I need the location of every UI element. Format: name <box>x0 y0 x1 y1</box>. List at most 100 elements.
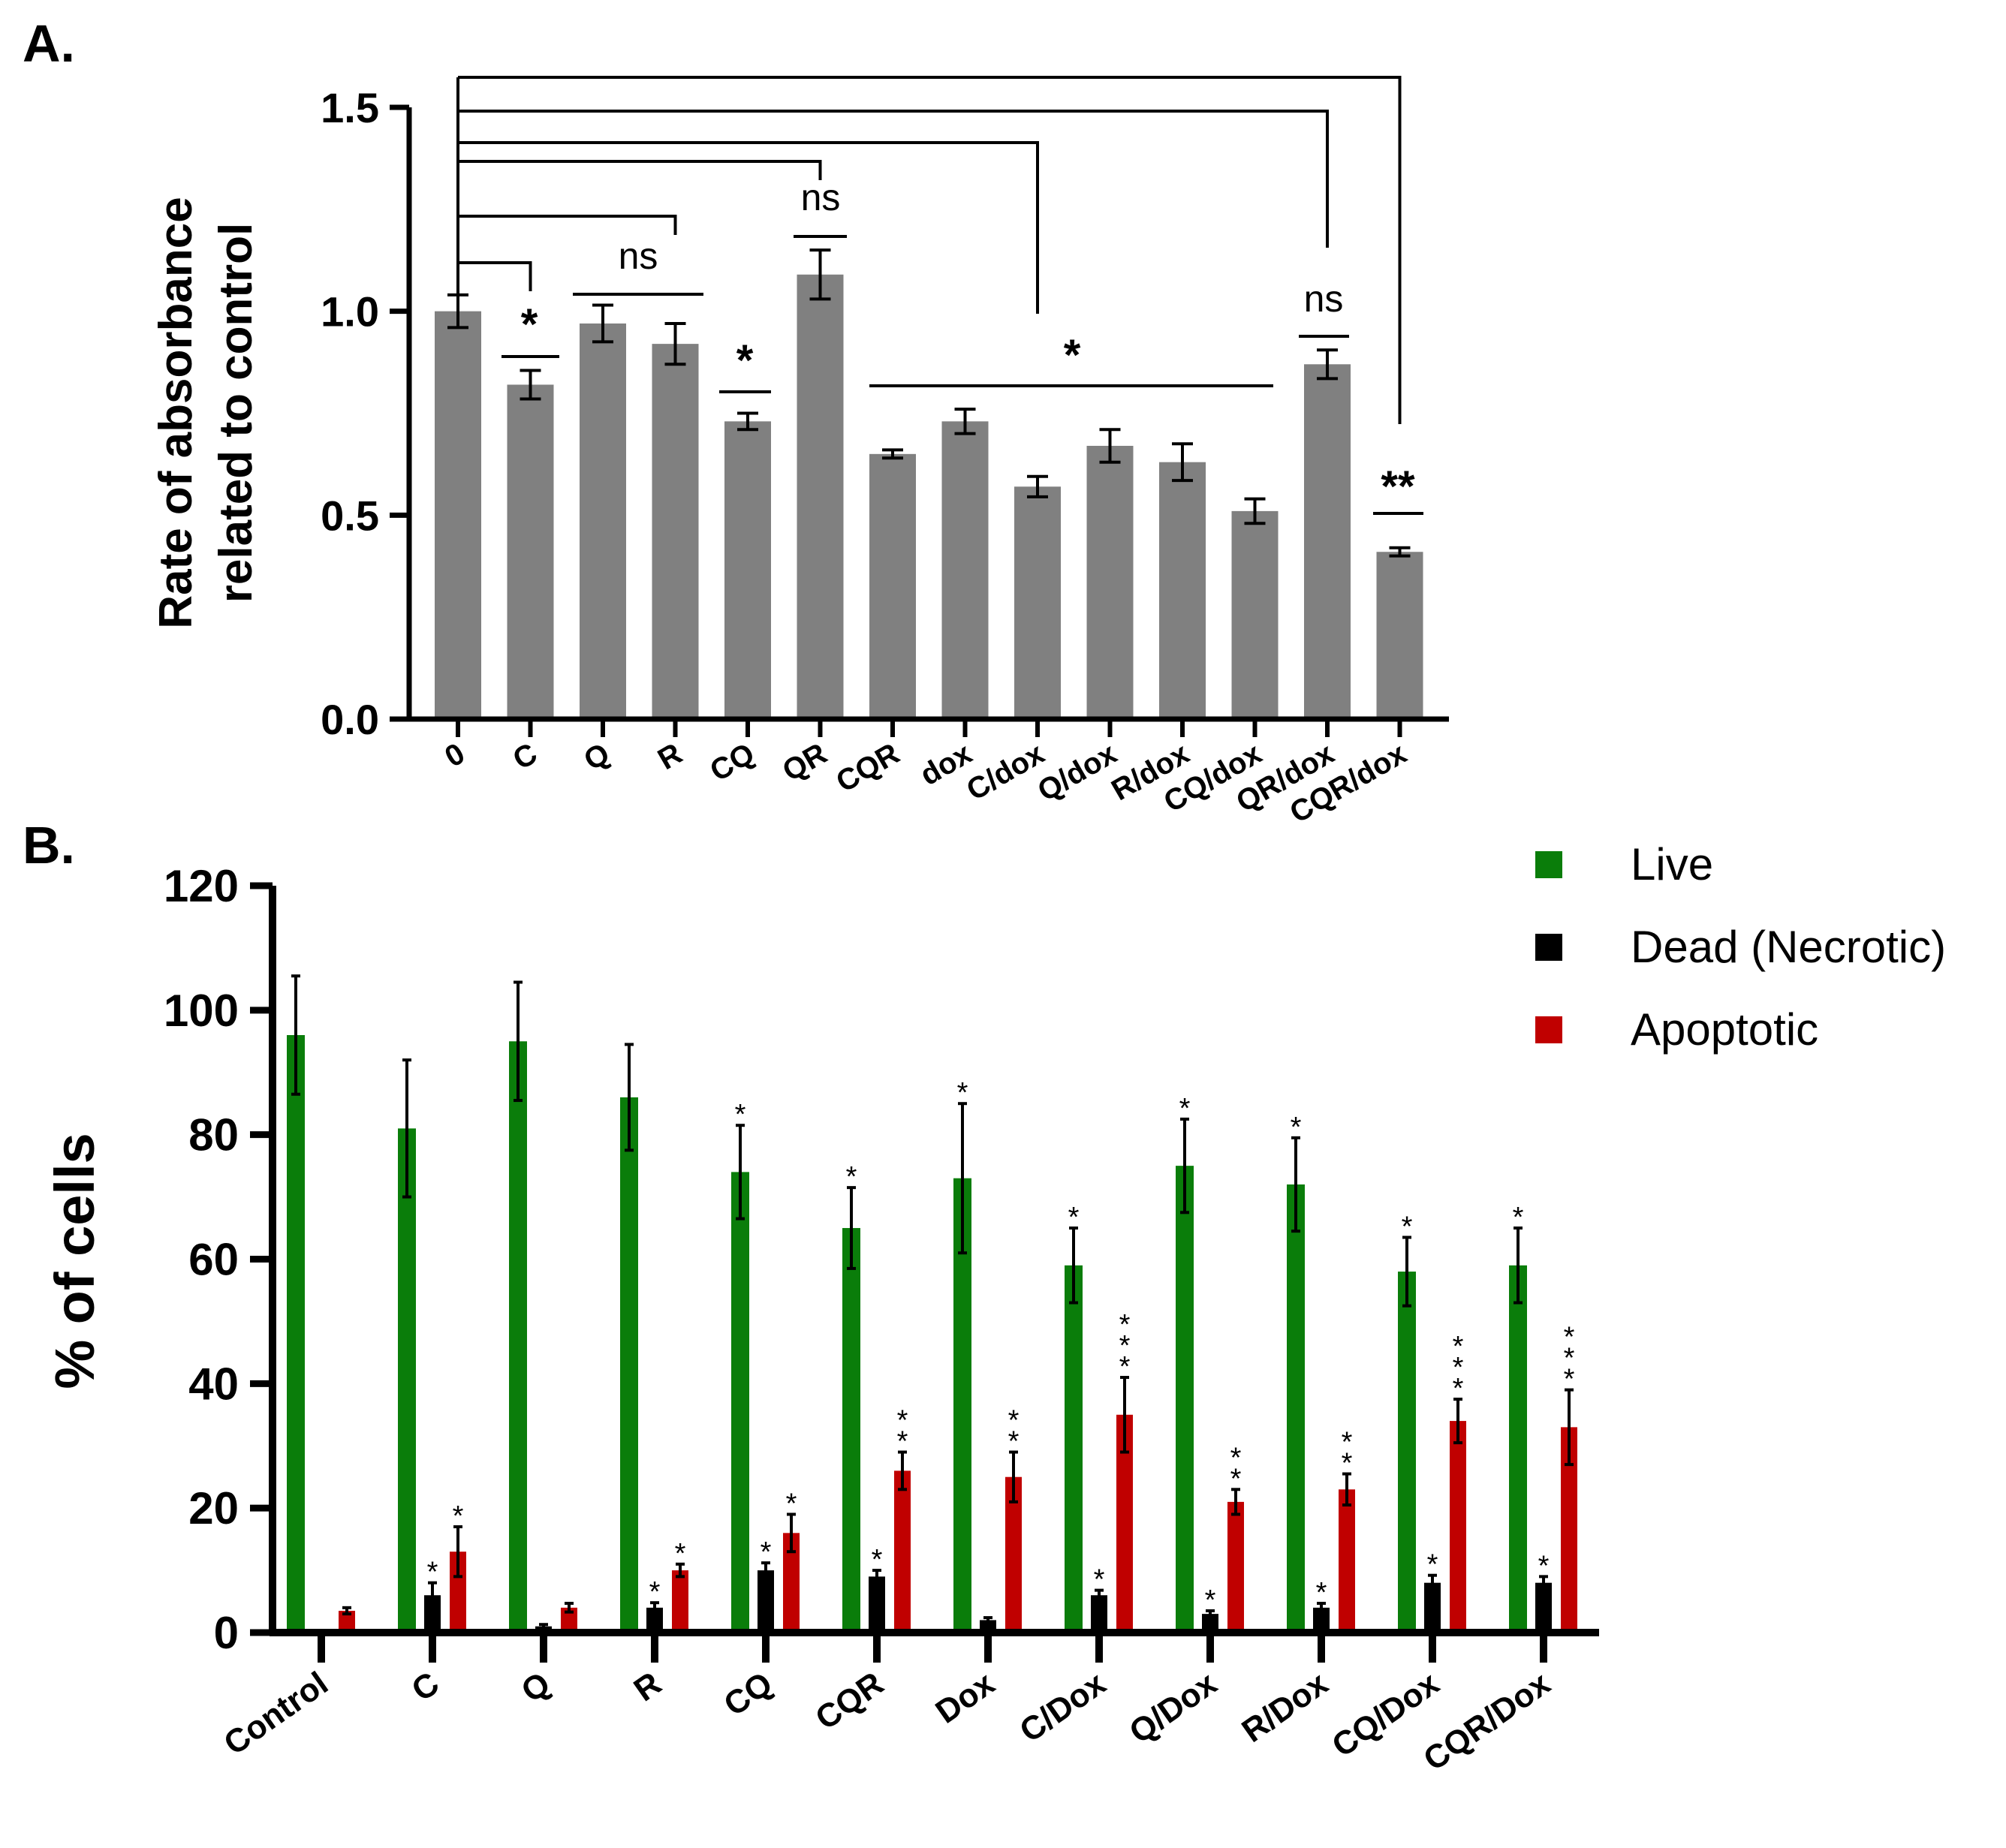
comparison-bracket-R <box>458 215 677 235</box>
significance-star: * <box>1402 1211 1413 1242</box>
legend-swatch-live <box>1535 851 1562 878</box>
x-tick-label: Q <box>515 1665 557 1710</box>
bar-R/dox <box>1159 462 1206 719</box>
y-tick-label: 120 <box>164 861 239 911</box>
bar-C/dox <box>1014 486 1061 719</box>
significance-star: * <box>1564 1343 1575 1374</box>
significance-star: * <box>1119 1351 1131 1383</box>
bar-live-C <box>398 1128 416 1633</box>
comparison-bracket-QR <box>458 160 822 180</box>
comparison-bracket-QR/dox <box>458 110 1329 248</box>
bar-live-CQ/Dox <box>1398 1272 1416 1633</box>
significance-label: * <box>521 300 538 349</box>
x-tick-label: R <box>652 737 688 777</box>
bar-0 <box>435 311 481 720</box>
significance-star: * <box>1094 1564 1105 1596</box>
significance-star: * <box>1008 1405 1020 1437</box>
bar-dox <box>941 421 989 719</box>
significance-star: * <box>1316 1577 1327 1609</box>
significance-star: * <box>1119 1330 1131 1362</box>
significance-star: * <box>427 1557 438 1588</box>
bar-dead-C <box>424 1595 441 1633</box>
y-tick-label: 0.5 <box>321 492 379 539</box>
significance-star: * <box>675 1538 686 1570</box>
bar-live-CQR <box>842 1228 860 1633</box>
significance-star: * <box>649 1576 661 1608</box>
significance-star: * <box>1119 1309 1131 1341</box>
bar-apoptotic-Q <box>561 1607 577 1633</box>
x-tick-label: CQR <box>809 1665 890 1737</box>
x-tick-label: Q <box>579 737 616 778</box>
bar-apoptotic-CQ <box>783 1533 800 1633</box>
significance-label: * <box>1064 331 1081 380</box>
significance-star: * <box>897 1426 908 1458</box>
y-tick-label: 80 <box>188 1110 239 1160</box>
bar-QR/dox <box>1304 364 1351 719</box>
bar-CQ <box>724 421 771 719</box>
significance-star: * <box>1179 1093 1191 1124</box>
significance-star: * <box>1205 1585 1216 1616</box>
bar-apoptotic-CQR/Dox <box>1561 1427 1577 1633</box>
bar-apoptotic-R/Dox <box>1339 1489 1355 1633</box>
bar-apoptotic-C/Dox <box>1116 1414 1133 1633</box>
bar-dead-CQR <box>869 1576 885 1633</box>
significance-label: ** <box>1381 462 1415 511</box>
bar-apoptotic-C <box>450 1552 466 1633</box>
bar-dead-Q/Dox <box>1202 1614 1218 1633</box>
bar-dead-CQ/Dox <box>1424 1582 1441 1633</box>
significance-star: * <box>1230 1442 1242 1473</box>
significance-star: * <box>897 1405 908 1437</box>
significance-star: * <box>1342 1427 1353 1458</box>
bar-apoptotic-Dox <box>1005 1476 1022 1633</box>
panel-b-label: B. <box>23 816 75 874</box>
legend-label: Apoptotic <box>1631 1004 1818 1055</box>
significance-star: * <box>735 1099 746 1130</box>
bar-apoptotic-Q/Dox <box>1227 1501 1244 1633</box>
significance-star: * <box>761 1536 772 1568</box>
significance-label: ns <box>1304 278 1344 320</box>
x-tick-label: R <box>628 1665 668 1708</box>
significance-label: * <box>736 336 754 385</box>
significance-star: * <box>1453 1373 1464 1404</box>
bar-live-Control <box>287 1035 305 1633</box>
bar-dead-CQ <box>758 1570 774 1633</box>
bar-Q/dox <box>1086 445 1134 719</box>
bar-dead-CQR/Dox <box>1535 1582 1552 1633</box>
significance-star: * <box>1564 1322 1575 1353</box>
bar-live-Q <box>509 1041 527 1633</box>
bar-live-Q/Dox <box>1176 1166 1194 1633</box>
significance-star: * <box>1453 1331 1464 1362</box>
bar-live-CQR/Dox <box>1509 1265 1527 1633</box>
y-tick-label: 60 <box>188 1235 239 1285</box>
x-tick-label: QR <box>777 737 833 788</box>
legend-label: Dead (Necrotic) <box>1631 922 1946 972</box>
bar-apoptotic-CQ/Dox <box>1450 1421 1466 1633</box>
y-tick-label: 40 <box>188 1359 239 1409</box>
x-tick-label: CQ <box>705 737 761 788</box>
bar-QR <box>797 274 844 719</box>
significance-star: * <box>1068 1202 1080 1233</box>
bar-live-R/Dox <box>1287 1184 1305 1633</box>
bar-apoptotic-CQR <box>894 1470 911 1633</box>
y-axis-title: % of cells <box>44 1133 106 1389</box>
significance-star: * <box>1453 1352 1464 1383</box>
x-tick-label: C/dox <box>961 737 1050 808</box>
bar-live-C/Dox <box>1065 1265 1083 1633</box>
bar-live-R <box>620 1097 638 1633</box>
y-tick-label: 1.0 <box>321 288 379 336</box>
y-axis-title-line1: Rate of absorbance <box>150 197 202 628</box>
bar-Q <box>580 323 626 719</box>
x-tick-label: 0 <box>439 737 470 774</box>
bar-CQR <box>869 453 916 719</box>
significance-star: * <box>872 1544 883 1576</box>
significance-star: * <box>1230 1463 1242 1494</box>
comparison-bracket-CQR/dox <box>458 76 1402 424</box>
y-tick-label: 20 <box>188 1483 239 1533</box>
x-tick-label: Dox <box>929 1665 1002 1731</box>
bar-apoptotic-R <box>672 1570 688 1633</box>
significance-star: * <box>1538 1550 1550 1582</box>
legend-swatch-dead <box>1535 934 1562 961</box>
y-axis-title-line2: related to control <box>210 223 262 603</box>
significance-label: ns <box>801 176 841 218</box>
